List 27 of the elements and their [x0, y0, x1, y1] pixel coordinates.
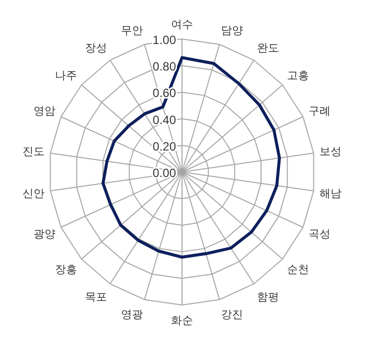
spoke-label: 장성 — [84, 42, 107, 54]
spoke-label: 보성 — [320, 146, 342, 158]
y-tick-label: 0.40 — [152, 112, 176, 127]
spoke-label: 신안 — [22, 188, 44, 200]
spoke-label: 완도 — [257, 42, 280, 54]
spoke-label: 광양 — [34, 228, 56, 240]
y-tick-label: 0.20 — [152, 139, 176, 154]
spoke-label: 영암 — [34, 106, 56, 118]
spoke-label: 화순 — [171, 315, 193, 327]
spoke-label: 진도 — [22, 146, 44, 158]
spoke-label: 무안 — [120, 24, 143, 37]
spoke-label: 순천 — [287, 264, 310, 276]
spoke-label: 여수 — [171, 19, 193, 31]
y-tick-label: 0.00 — [152, 166, 176, 180]
spoke-label: 곡성 — [308, 228, 330, 240]
spoke-label: 나주 — [54, 70, 77, 82]
spoke-label: 영광 — [120, 309, 143, 322]
y-tick-label: 1.00 — [152, 33, 176, 47]
spoke-label: 목포 — [84, 292, 107, 304]
spoke-label: 강진 — [221, 309, 244, 322]
spoke-label: 담양 — [221, 24, 244, 37]
spoke-label: 함평 — [257, 292, 280, 304]
spoke-label: 장흥 — [54, 264, 77, 276]
spoke-label: 고흥 — [287, 70, 310, 82]
y-tick-label: 0.80 — [152, 60, 176, 74]
spoke-label: 구례 — [308, 106, 330, 118]
spoke-label: 해남 — [320, 188, 342, 200]
